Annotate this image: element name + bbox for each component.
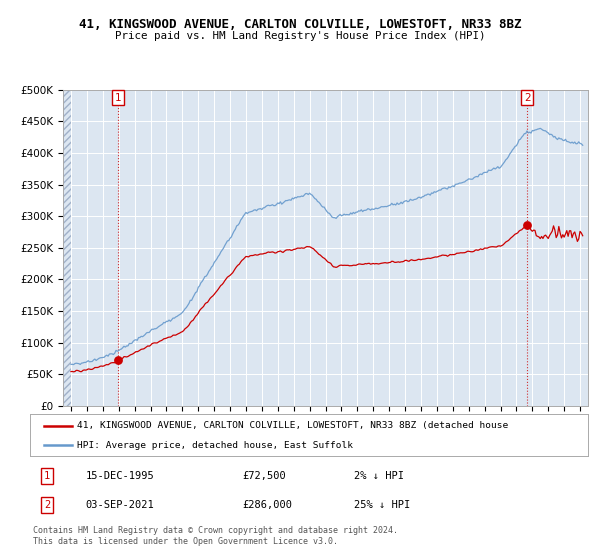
Text: 03-SEP-2021: 03-SEP-2021 xyxy=(86,500,155,510)
Text: 41, KINGSWOOD AVENUE, CARLTON COLVILLE, LOWESTOFT, NR33 8BZ: 41, KINGSWOOD AVENUE, CARLTON COLVILLE, … xyxy=(79,18,521,31)
Text: 2% ↓ HPI: 2% ↓ HPI xyxy=(353,471,404,481)
Text: 25% ↓ HPI: 25% ↓ HPI xyxy=(353,500,410,510)
Text: £286,000: £286,000 xyxy=(242,500,292,510)
Text: HPI: Average price, detached house, East Suffolk: HPI: Average price, detached house, East… xyxy=(77,441,353,450)
Text: Contains HM Land Registry data © Crown copyright and database right 2024.
This d: Contains HM Land Registry data © Crown c… xyxy=(33,526,398,546)
Text: 41, KINGSWOOD AVENUE, CARLTON COLVILLE, LOWESTOFT, NR33 8BZ (detached house: 41, KINGSWOOD AVENUE, CARLTON COLVILLE, … xyxy=(77,421,509,430)
Text: Price paid vs. HM Land Registry's House Price Index (HPI): Price paid vs. HM Land Registry's House … xyxy=(115,31,485,41)
Text: £72,500: £72,500 xyxy=(242,471,286,481)
Bar xyxy=(63,90,71,406)
Text: 2: 2 xyxy=(524,93,530,103)
Text: 15-DEC-1995: 15-DEC-1995 xyxy=(86,471,155,481)
Text: 1: 1 xyxy=(44,471,50,481)
Text: 2: 2 xyxy=(44,500,50,510)
Point xyxy=(522,221,532,230)
Point xyxy=(113,356,123,365)
Text: 1: 1 xyxy=(115,93,121,103)
